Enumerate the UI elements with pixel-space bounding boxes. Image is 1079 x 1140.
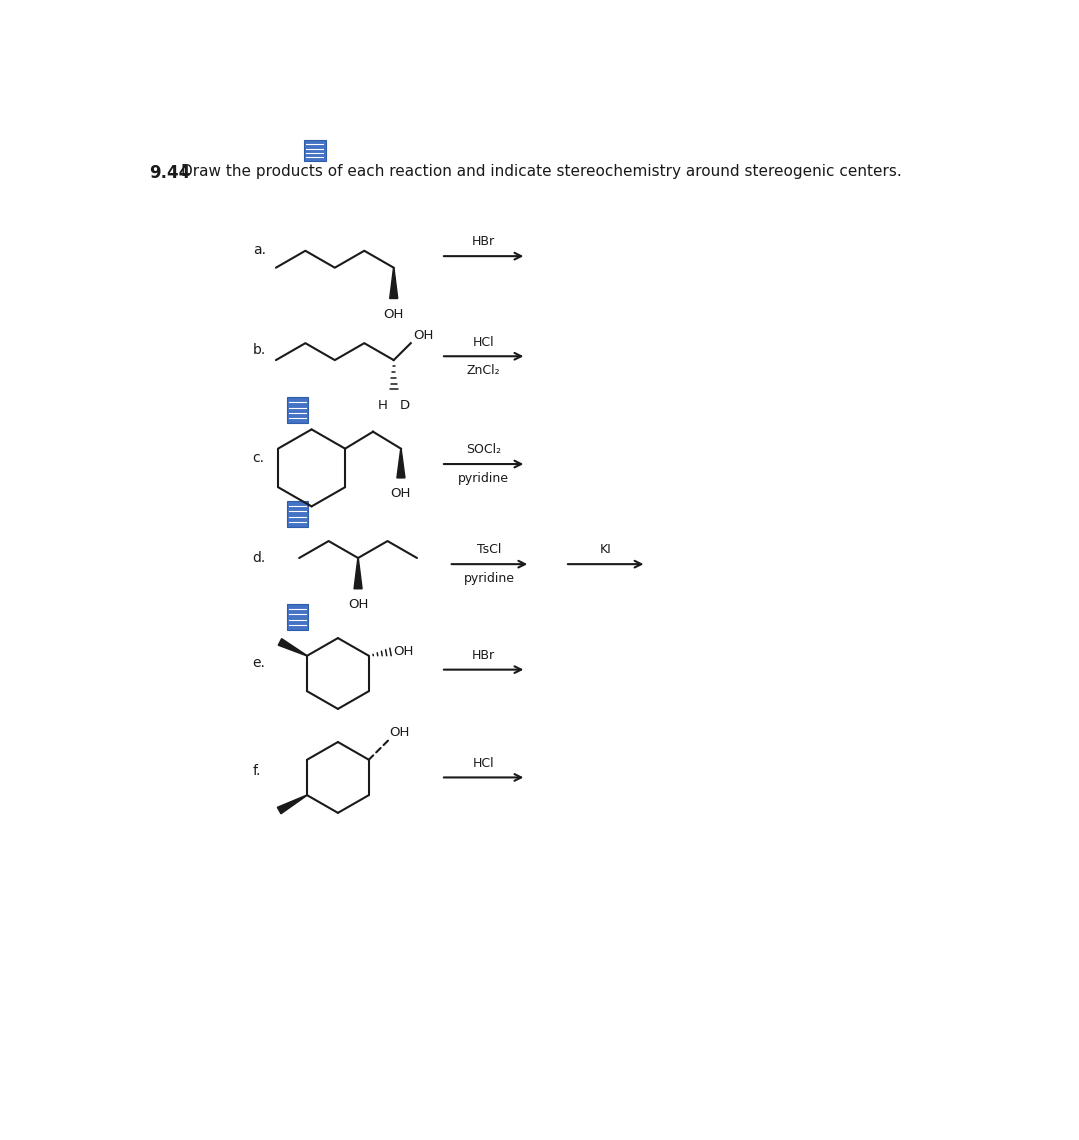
Text: KI: KI — [600, 544, 612, 556]
Text: OH: OH — [390, 726, 410, 739]
Polygon shape — [277, 795, 308, 814]
Bar — [287, 397, 309, 423]
Polygon shape — [397, 449, 405, 478]
Bar — [287, 604, 309, 630]
Text: HBr: HBr — [473, 649, 495, 662]
Bar — [287, 500, 309, 527]
Bar — [304, 140, 326, 162]
Text: HBr: HBr — [473, 236, 495, 249]
Text: SOCl₂: SOCl₂ — [466, 443, 501, 456]
Polygon shape — [354, 557, 363, 588]
Text: 9.44: 9.44 — [149, 164, 190, 181]
Text: HCl: HCl — [473, 335, 494, 349]
Text: HCl: HCl — [473, 757, 494, 770]
Text: f.: f. — [252, 764, 261, 779]
Text: e.: e. — [252, 657, 265, 670]
Text: D: D — [400, 399, 410, 412]
Text: ZnCl₂: ZnCl₂ — [467, 364, 501, 377]
Text: Draw the products of each reaction and indicate stereochemistry around stereogen: Draw the products of each reaction and i… — [181, 164, 902, 179]
Text: a.: a. — [252, 243, 265, 256]
Text: OH: OH — [391, 487, 411, 500]
Text: OH: OH — [394, 645, 414, 659]
Polygon shape — [278, 638, 308, 656]
Text: OH: OH — [383, 308, 404, 320]
Text: OH: OH — [347, 598, 368, 611]
Text: c.: c. — [252, 451, 264, 465]
Text: b.: b. — [252, 343, 265, 357]
Polygon shape — [390, 268, 398, 299]
Text: pyridine: pyridine — [459, 472, 509, 484]
Text: d.: d. — [252, 551, 265, 565]
Text: OH: OH — [413, 328, 434, 342]
Text: H: H — [378, 399, 387, 412]
Text: TsCl: TsCl — [477, 544, 502, 556]
Text: pyridine: pyridine — [464, 572, 515, 585]
